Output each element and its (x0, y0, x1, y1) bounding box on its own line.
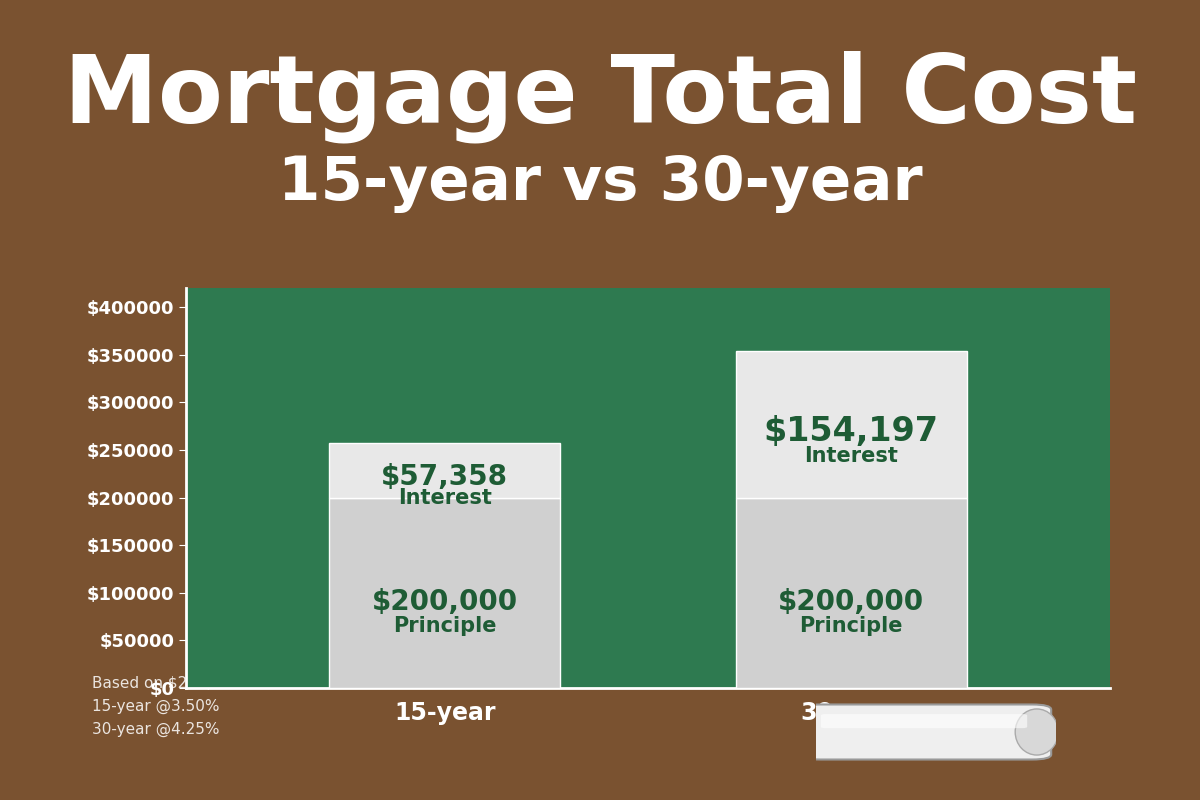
Text: Interest: Interest (397, 488, 492, 508)
Text: Based on $200,000 loan
15-year @3.50%
30-year @4.25%: Based on $200,000 loan 15-year @3.50% 30… (92, 675, 278, 738)
Text: Principle: Principle (392, 616, 497, 636)
Ellipse shape (1015, 709, 1058, 755)
FancyBboxPatch shape (802, 705, 1051, 759)
Text: Principle: Principle (799, 616, 904, 636)
Text: 15-year vs 30-year: 15-year vs 30-year (277, 154, 923, 214)
Text: $200,000: $200,000 (372, 588, 517, 616)
Text: $200,000: $200,000 (779, 588, 924, 616)
FancyBboxPatch shape (821, 714, 1027, 728)
Bar (736, 498, 967, 688)
Bar (736, 350, 967, 498)
Text: $57,358: $57,358 (382, 462, 509, 490)
Text: Interest: Interest (804, 446, 899, 466)
Bar (329, 443, 560, 498)
Text: Mortgage Total Cost: Mortgage Total Cost (64, 50, 1136, 143)
Bar (329, 498, 560, 688)
Text: $154,197: $154,197 (763, 415, 938, 448)
